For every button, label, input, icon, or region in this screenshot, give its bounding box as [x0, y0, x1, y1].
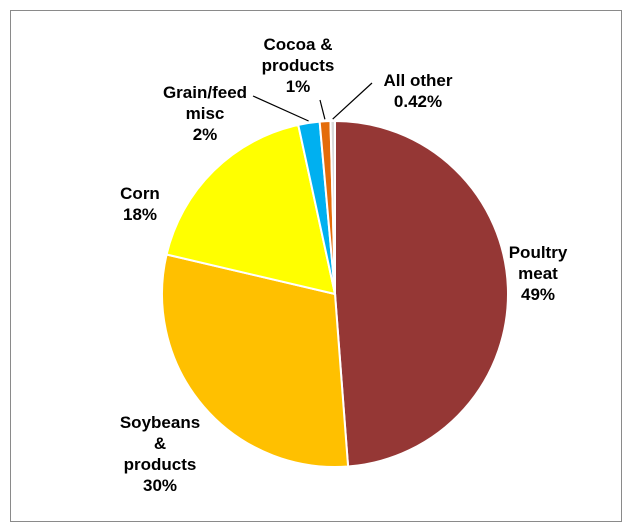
slice-label-grain-feed-misc: Grain/feed misc 2% [162, 83, 248, 144]
leader-line-grain-feed-misc [252, 95, 309, 122]
pie-slices [161, 119, 509, 468]
slice-label-all-other: All other 0.42% [383, 71, 453, 111]
pie-slice-soybeans-products [161, 253, 350, 468]
pie-slice-corn [165, 123, 337, 296]
pie-slice-poultry-meat [334, 119, 509, 468]
slice-label-cocoa-products: Cocoa & products 1% [261, 35, 335, 96]
leader-line-all-other [332, 82, 373, 120]
leader-line-cocoa-products [319, 99, 326, 120]
pie-slice-all-other [329, 119, 336, 295]
slice-label-corn: Corn 18% [120, 184, 160, 224]
leader-lines [252, 82, 373, 122]
slice-label-soybeans-products: Soybeans & products 30% [119, 413, 201, 495]
slice-label-poultry-meat: Poultry meat 49% [508, 243, 568, 304]
